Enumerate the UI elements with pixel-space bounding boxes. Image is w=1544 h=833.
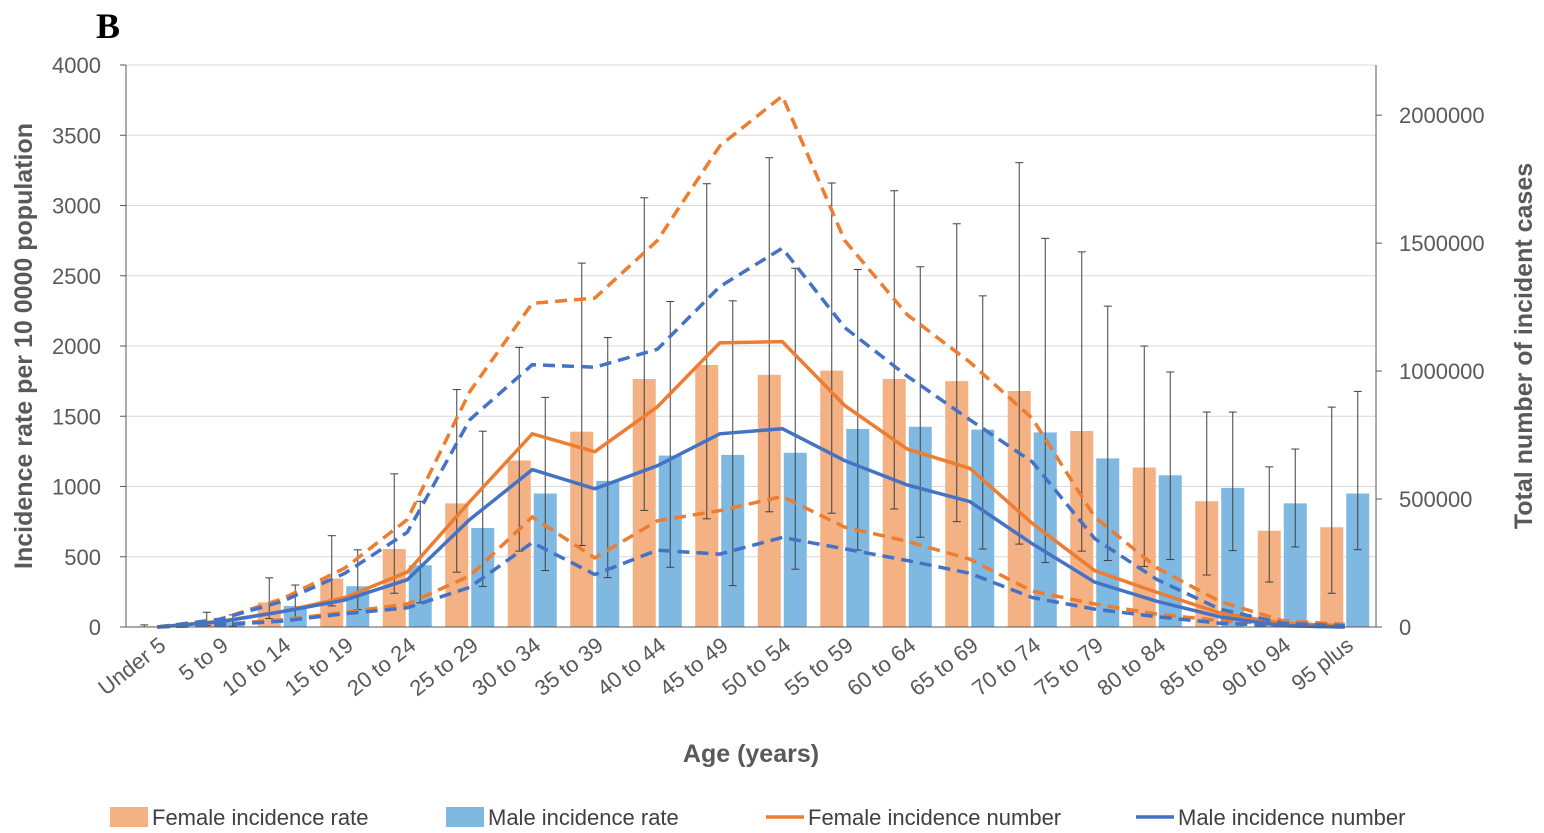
x-tick-label: 15 to 19 — [280, 632, 358, 701]
legend-swatch — [110, 807, 148, 827]
y2-tick-label: 2000000 — [1399, 103, 1485, 128]
legend-swatch — [446, 807, 484, 827]
male-incidence-number-lower-line — [157, 535, 1345, 629]
legend-label: Female incidence rate — [152, 805, 368, 830]
x-tick-label: 50 to 54 — [717, 632, 795, 701]
legend-item: Female incidence number — [766, 805, 1061, 830]
x-tick-label: 20 to 24 — [342, 632, 420, 701]
right-axis-ticks: 0 500000 1000000 1500000 2000000 — [1376, 103, 1485, 640]
y-tick-label: 3000 — [52, 194, 101, 219]
x-tick-label: 60 to 64 — [842, 632, 920, 701]
x-tick-label: 90 to 94 — [1217, 632, 1295, 701]
left-axis-ticks: 0 500 1000 1500 2000 2500 3000 3500 4000 — [52, 53, 126, 640]
x-tick-label: 35 to 39 — [530, 632, 608, 701]
x-tick-label: 30 to 34 — [467, 632, 545, 701]
female-incidence-number-upper-line — [157, 93, 1345, 629]
x-tick-label: 80 to 84 — [1092, 632, 1170, 701]
legend-item: Male incidence number — [1136, 805, 1405, 830]
legend-item: Female incidence rate — [110, 805, 368, 830]
y-tick-label: 1500 — [52, 404, 101, 429]
y-tick-label: 1000 — [52, 475, 101, 500]
female-incidence-number-line — [157, 339, 1345, 629]
x-tick-label: 10 to 14 — [217, 632, 295, 701]
legend-label: Female incidence number — [808, 805, 1061, 830]
x-tick-label: 45 to 49 — [655, 632, 733, 701]
y-axis-title: Incidence rate per 10 0000 population — [10, 123, 38, 569]
gridlines — [126, 64, 1376, 558]
panel-label: B — [96, 6, 120, 46]
y-tick-label: 3500 — [52, 123, 101, 148]
y2-tick-label: 1000000 — [1399, 359, 1485, 384]
male-incidence-number-line — [157, 426, 1345, 629]
x-tick-label: 65 to 69 — [905, 632, 983, 701]
series-lines — [157, 93, 1345, 629]
x-tick-label: 85 to 89 — [1155, 632, 1233, 701]
x-tick-label: 75 to 79 — [1030, 632, 1108, 701]
bar-male — [1221, 487, 1245, 627]
legend-item: Male incidence rate — [446, 805, 679, 830]
y-tick-label: 500 — [64, 545, 101, 570]
x-tick-label: 25 to 29 — [405, 632, 483, 701]
bar-male — [1283, 503, 1307, 627]
x-tick-label: 70 to 74 — [967, 632, 1045, 701]
x-tick-label: 95 plus — [1287, 632, 1358, 695]
legend-label: Male incidence rate — [488, 805, 679, 830]
x-tick-label: 55 to 59 — [780, 632, 858, 701]
x-tick-label: Under 5 — [93, 632, 170, 700]
y-tick-label: 4000 — [52, 53, 101, 78]
legend: Female incidence rate Male incidence rate… — [110, 805, 1405, 830]
legend-label: Male incidence number — [1178, 805, 1405, 830]
x-tick-label: 40 to 44 — [592, 632, 670, 701]
bars — [132, 364, 1370, 627]
x-axis-title: Age (years) — [683, 740, 819, 768]
y2-axis-title: Total number of incident cases — [1510, 163, 1538, 529]
y-tick-label: 0 — [89, 615, 101, 640]
y-tick-label: 2000 — [52, 334, 101, 359]
bar-male — [1346, 493, 1370, 627]
y2-tick-label: 0 — [1399, 615, 1411, 640]
male-incidence-number-upper-line — [157, 245, 1345, 629]
y-tick-label: 2500 — [52, 264, 101, 289]
y2-tick-label: 500000 — [1399, 487, 1472, 512]
y2-tick-label: 1500000 — [1399, 231, 1485, 256]
